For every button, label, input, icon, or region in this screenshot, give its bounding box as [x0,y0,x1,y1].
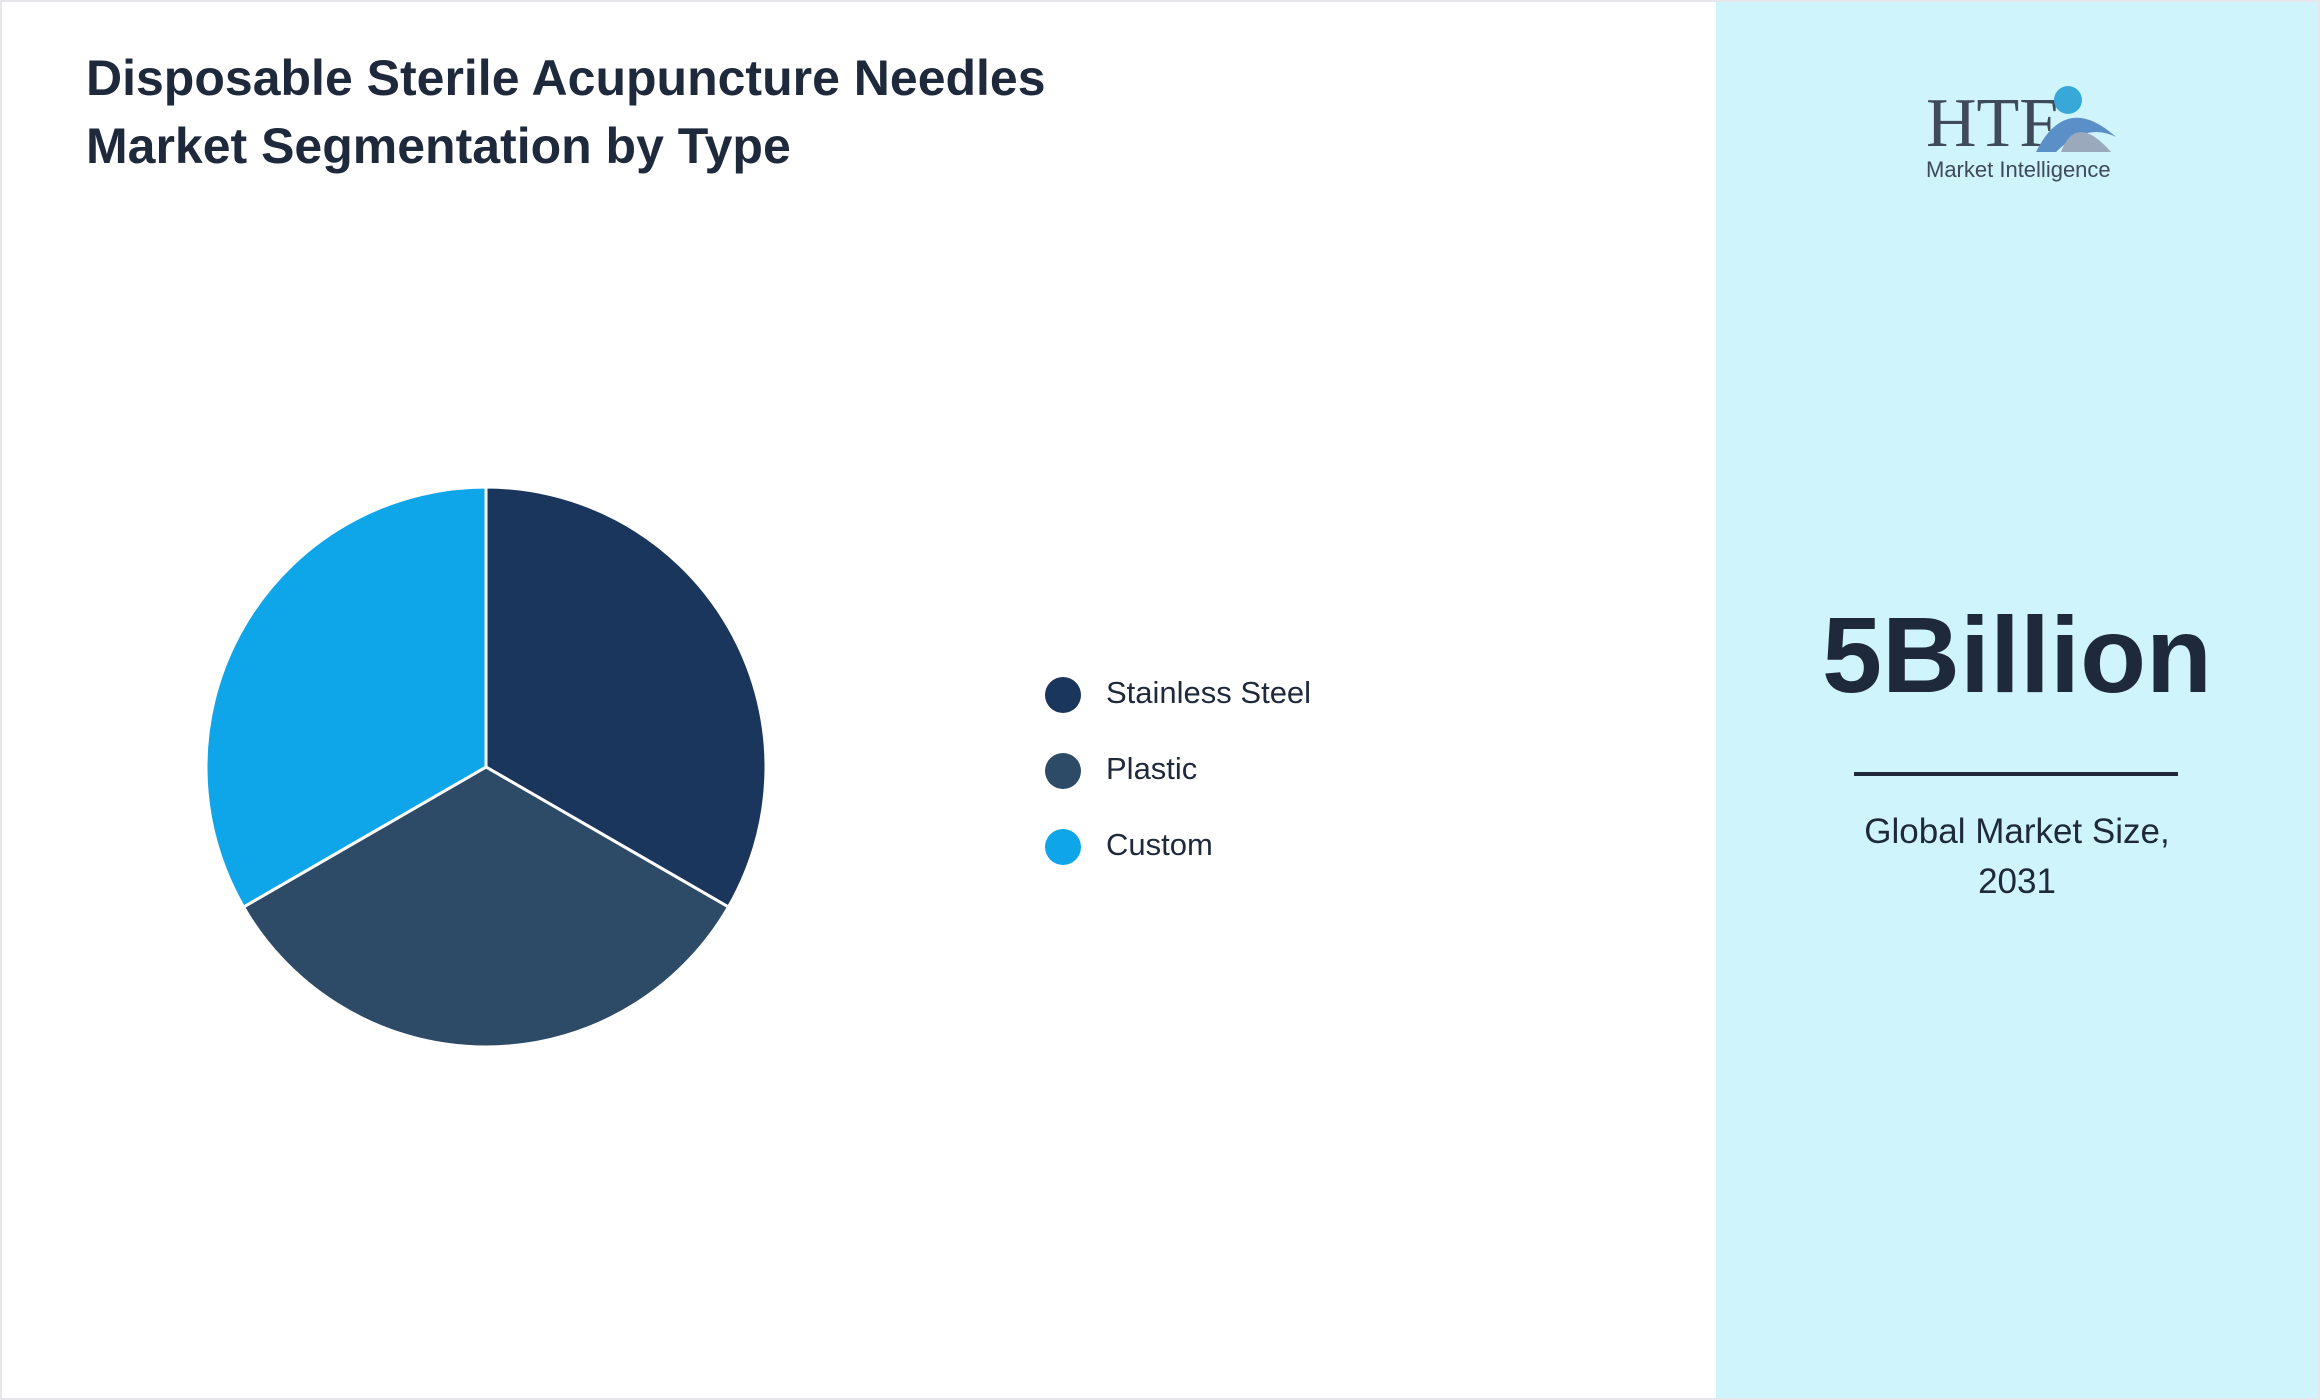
divider [1854,772,2178,776]
market-size-caption: Global Market Size, 2031 [1864,812,2170,901]
pie-slice [484,485,768,910]
legend-label: Stainless Steel [1106,675,1311,710]
legend-marker [1045,677,1081,713]
legend-marker [1045,753,1081,789]
logo-icon [2054,86,2082,114]
chart: Stainless Steel Plastic Custom [204,485,1311,1049]
legend-label: Plastic [1106,751,1197,786]
logo-icon [2061,132,2111,152]
pie-slice [241,765,731,1049]
legend-label: Custom [1106,827,1213,862]
pie-slice [204,485,488,910]
market-size: 5Billion [1821,594,2213,715]
logo-text: HTF [1926,85,2058,162]
legend-marker [1045,829,1081,865]
logo: HTF Market Intelligence [1926,85,2116,182]
logo-subtitle: Market Intelligence [1926,157,2111,182]
chart-title: Disposable Sterile Acupuncture Needles M… [86,50,1046,174]
side-panel: HTF Market Intelligence 5Billion Global … [1716,2,2318,1398]
